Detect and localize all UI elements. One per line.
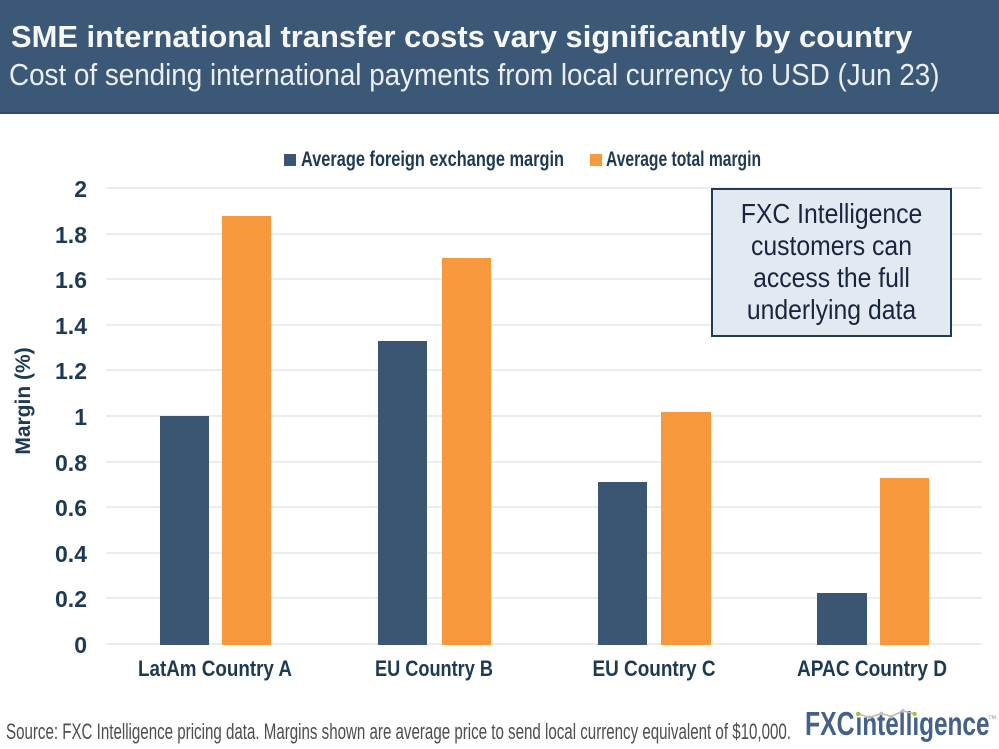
svg-text:™: ™	[988, 714, 997, 724]
svg-text:FXC: FXC	[805, 705, 855, 742]
svg-text:ıntellıgence: ıntellıgence	[856, 705, 990, 742]
